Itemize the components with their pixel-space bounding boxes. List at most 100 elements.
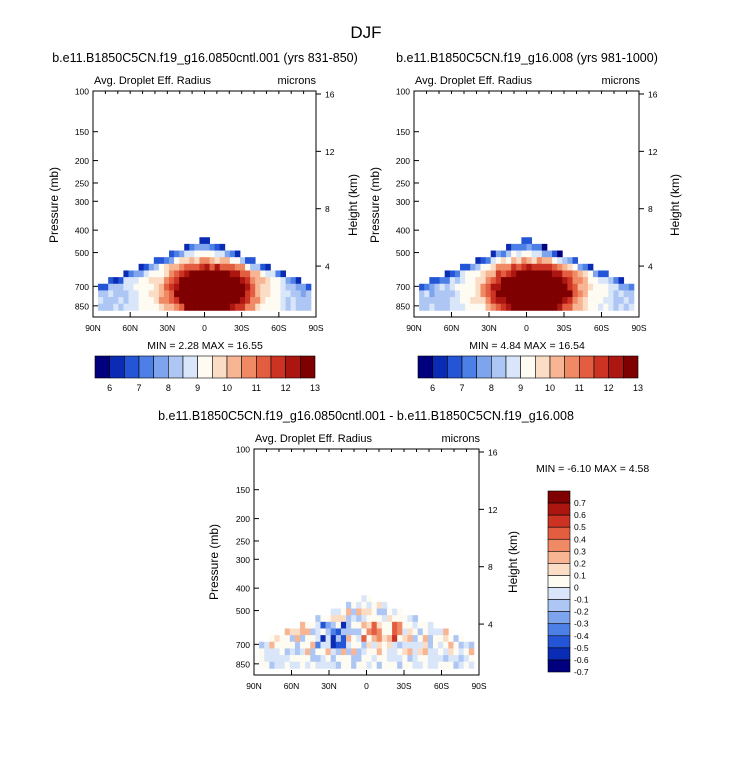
panel2-cell <box>546 297 553 305</box>
panel1-cell <box>250 283 256 291</box>
panel2-cell <box>460 297 466 305</box>
panel3-cell <box>274 661 280 669</box>
panel1-cell <box>265 290 271 298</box>
panel3-cell <box>305 661 311 669</box>
panel1-cell <box>128 290 134 298</box>
panel-3-y-axis-label: Pressure (mb) <box>207 524 221 600</box>
panel-2-y-axis-label: Pressure (mb) <box>368 167 382 243</box>
panel2-colorbar-swatch <box>505 355 521 379</box>
panel1-x-tick-label: 30N <box>160 323 176 333</box>
panel1-cell <box>229 303 236 311</box>
panel1-cell <box>245 303 251 311</box>
panel3-cell <box>315 641 321 649</box>
panel1-cell <box>163 277 170 285</box>
panel3-colorbar-swatch <box>547 563 571 576</box>
panel3-colorbar-label: 0.4 <box>574 534 586 544</box>
panel1-cell <box>229 250 236 258</box>
panel3-cell <box>330 641 337 649</box>
panel1-cell <box>163 270 170 278</box>
panel3-cell <box>397 628 403 636</box>
panel3-cell <box>330 621 337 629</box>
panel3-colorbar-label: 0.6 <box>574 510 586 520</box>
panel1-cell <box>239 283 246 291</box>
panel1-cell <box>219 243 226 251</box>
panel3-cell <box>381 655 388 663</box>
panel3-colorbar-swatch <box>547 526 571 540</box>
panel1-colorbar-swatch <box>300 355 316 379</box>
panel1-cell <box>108 283 114 291</box>
panel2-cell <box>460 263 466 271</box>
panel2-height-tick-label: 12 <box>648 147 658 157</box>
panel1-cell <box>98 303 104 311</box>
panel1-cell <box>224 263 231 271</box>
panel2-cell <box>485 277 492 285</box>
panel3-cell <box>279 655 286 663</box>
panel3-cell <box>356 648 362 656</box>
panel1-cell <box>138 277 145 285</box>
panel3-cell <box>320 641 326 649</box>
panel1-cell <box>245 270 251 278</box>
panel1-cell <box>219 303 226 311</box>
panel1-cell <box>163 263 170 271</box>
panel1-cell <box>138 263 145 271</box>
panel3-cell <box>361 628 367 636</box>
panel1-cell <box>179 270 185 278</box>
panel3-cell <box>366 601 373 609</box>
panel3-cell <box>335 655 342 663</box>
panel3-colorbar-label: -0.7 <box>574 667 589 677</box>
panel3-cell <box>315 628 321 636</box>
panel2-colorbar-swatch <box>623 355 639 379</box>
panel2-cell <box>495 257 502 265</box>
panel2-cell <box>531 303 538 311</box>
panel1-x-tick-label: 0 <box>202 323 207 333</box>
panel3-cell <box>412 655 419 663</box>
panel3-cell <box>458 655 465 663</box>
panel2-cell <box>598 270 604 278</box>
panel3-cell <box>381 628 388 636</box>
panel3-cell <box>284 641 291 649</box>
panel-1-title: b.e11.B1850C5CN.f19_g16.0850cntl.001 (yr… <box>52 51 358 65</box>
panel3-cell <box>361 621 367 629</box>
panel3-x-tick-label: 0 <box>364 681 369 691</box>
panel3-cell <box>315 635 321 643</box>
panel2-cell <box>557 257 563 265</box>
panel2-cell <box>628 303 635 311</box>
panel2-cell <box>577 303 584 311</box>
panel3-cell <box>427 621 434 629</box>
panel2-cell <box>465 270 471 278</box>
panel1-cell <box>123 283 129 291</box>
panel1-cell <box>199 257 205 265</box>
panel1-cell <box>133 303 140 311</box>
panel2-cell <box>506 263 512 271</box>
panel3-cell <box>310 648 316 656</box>
panel1-cell <box>194 257 200 265</box>
panel1-cell <box>255 277 261 285</box>
panel3-cell <box>463 661 470 669</box>
panel3-cell <box>371 601 378 609</box>
panel2-cell <box>439 297 446 305</box>
panel3-cell <box>340 641 347 649</box>
panel1-cell <box>295 290 302 298</box>
panel2-cell <box>541 243 548 251</box>
panel2-colorbar-swatch <box>608 355 624 379</box>
panel2-cell <box>500 283 507 291</box>
panel3-cell <box>443 661 449 669</box>
panel3-cell <box>438 661 444 669</box>
panel2-cell <box>613 277 619 285</box>
panel1-cell <box>305 297 312 305</box>
panel1-y-tick-label: 100 <box>75 87 89 97</box>
panel3-cell <box>300 641 306 649</box>
panel3-cell <box>289 655 296 663</box>
panel1-cell <box>214 257 221 265</box>
panel3-cell <box>366 648 373 656</box>
panel3-cell <box>300 648 306 656</box>
panel2-cell <box>546 277 553 285</box>
panel2-cell <box>465 283 471 291</box>
panel3-y-tick-label: 700 <box>236 640 250 650</box>
panel1-cell <box>229 277 236 285</box>
panel1-cell <box>285 303 292 311</box>
panel1-cell <box>290 283 297 291</box>
panel1-cell <box>285 277 292 285</box>
panel-1-min-max: MIN = 2.28 MAX = 16.55 <box>147 340 263 352</box>
panel3-cell <box>320 628 326 636</box>
